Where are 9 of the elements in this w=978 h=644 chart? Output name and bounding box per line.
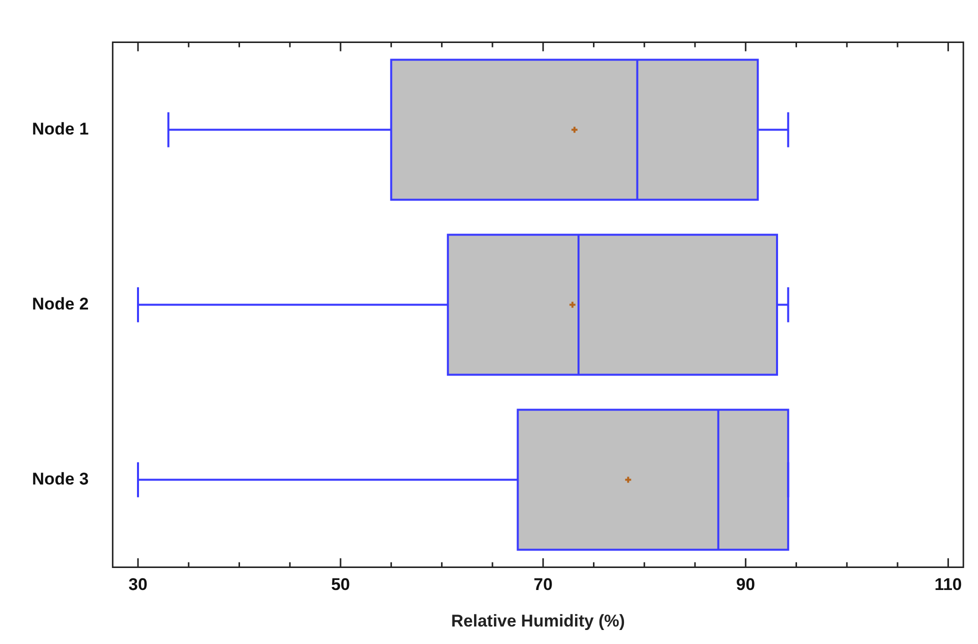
x-tick-label: 50	[331, 575, 350, 594]
y-tick-label: Node 2	[32, 294, 89, 314]
x-tick-label: 110	[934, 575, 962, 594]
x-tick-label: 70	[534, 575, 553, 594]
x-axis-title: Relative Humidity (%)	[451, 611, 625, 630]
x-tick-label: 90	[736, 575, 756, 594]
x-tick-label: 30	[128, 575, 148, 594]
y-tick-label: Node 3	[32, 469, 89, 488]
y-tick-label: Node 1	[32, 119, 89, 138]
